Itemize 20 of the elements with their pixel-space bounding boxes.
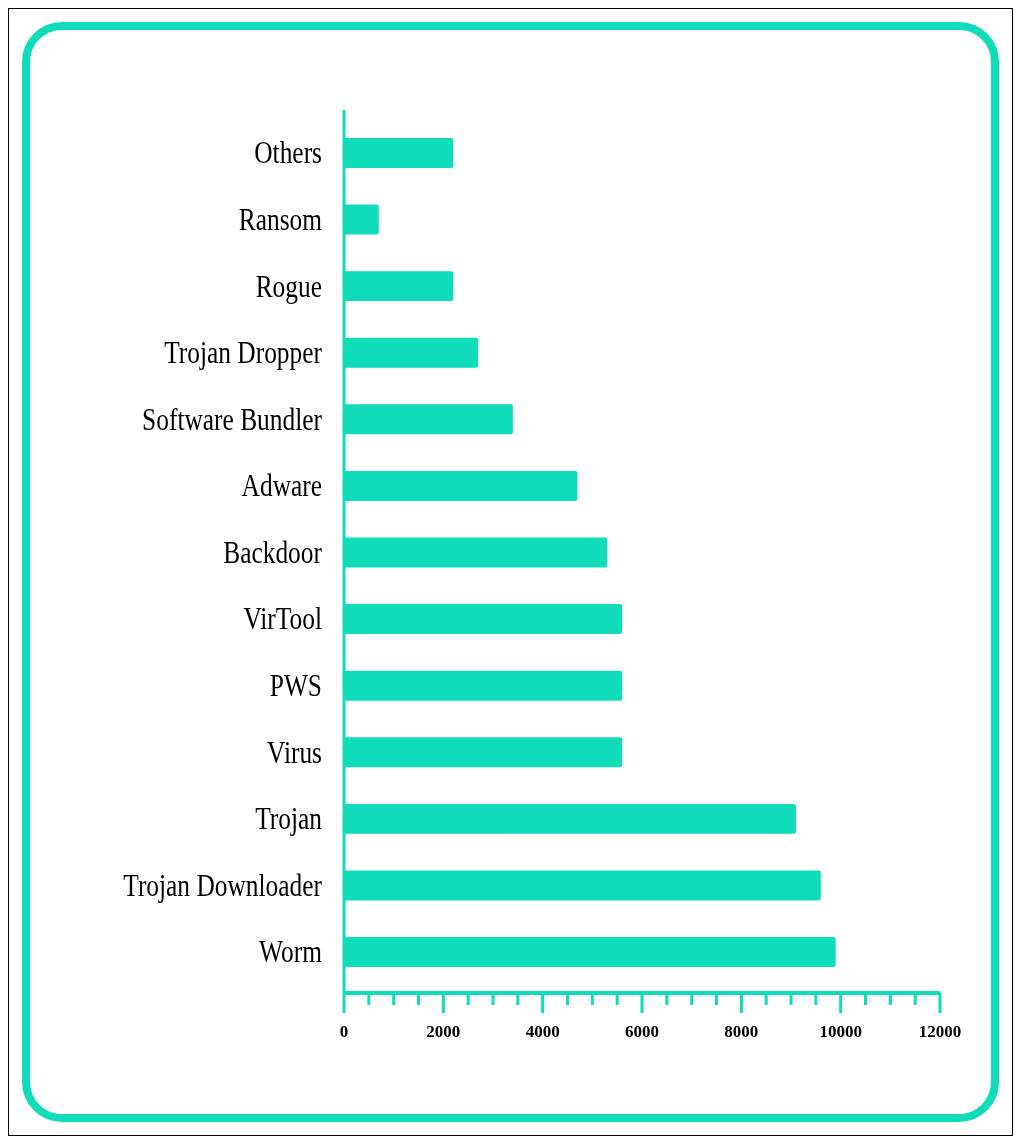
- x-tick-label: 12000: [918, 1022, 962, 1041]
- y-tick-label: Virus: [267, 735, 322, 770]
- y-tick-label: Trojan: [255, 801, 322, 836]
- y-tick-label: Trojan Downloader: [123, 868, 323, 903]
- x-tick-label: 0: [339, 1022, 349, 1041]
- x-tick-label: 10000: [819, 1022, 862, 1041]
- x-tick-label: 6000: [625, 1022, 659, 1041]
- y-tick-label: Trojan Dropper: [164, 335, 323, 370]
- y-tick-label: Rogue: [255, 269, 322, 304]
- y-tick-label: Backdoor: [223, 535, 323, 570]
- y-tick-label: VirTool: [243, 602, 323, 637]
- y-tick-label: Ransom: [238, 202, 322, 237]
- x-tick-label: 2000: [426, 1022, 461, 1041]
- y-tick-label: Adware: [241, 468, 322, 503]
- y-tick-label: PWS: [269, 668, 322, 703]
- y-tick-label: Others: [254, 136, 322, 170]
- x-tick-label: 8000: [724, 1022, 759, 1041]
- y-tick-label: Worm: [259, 935, 322, 969]
- x-tick-label: 4000: [525, 1022, 560, 1041]
- y-tick-label: Software Bundler: [142, 402, 323, 437]
